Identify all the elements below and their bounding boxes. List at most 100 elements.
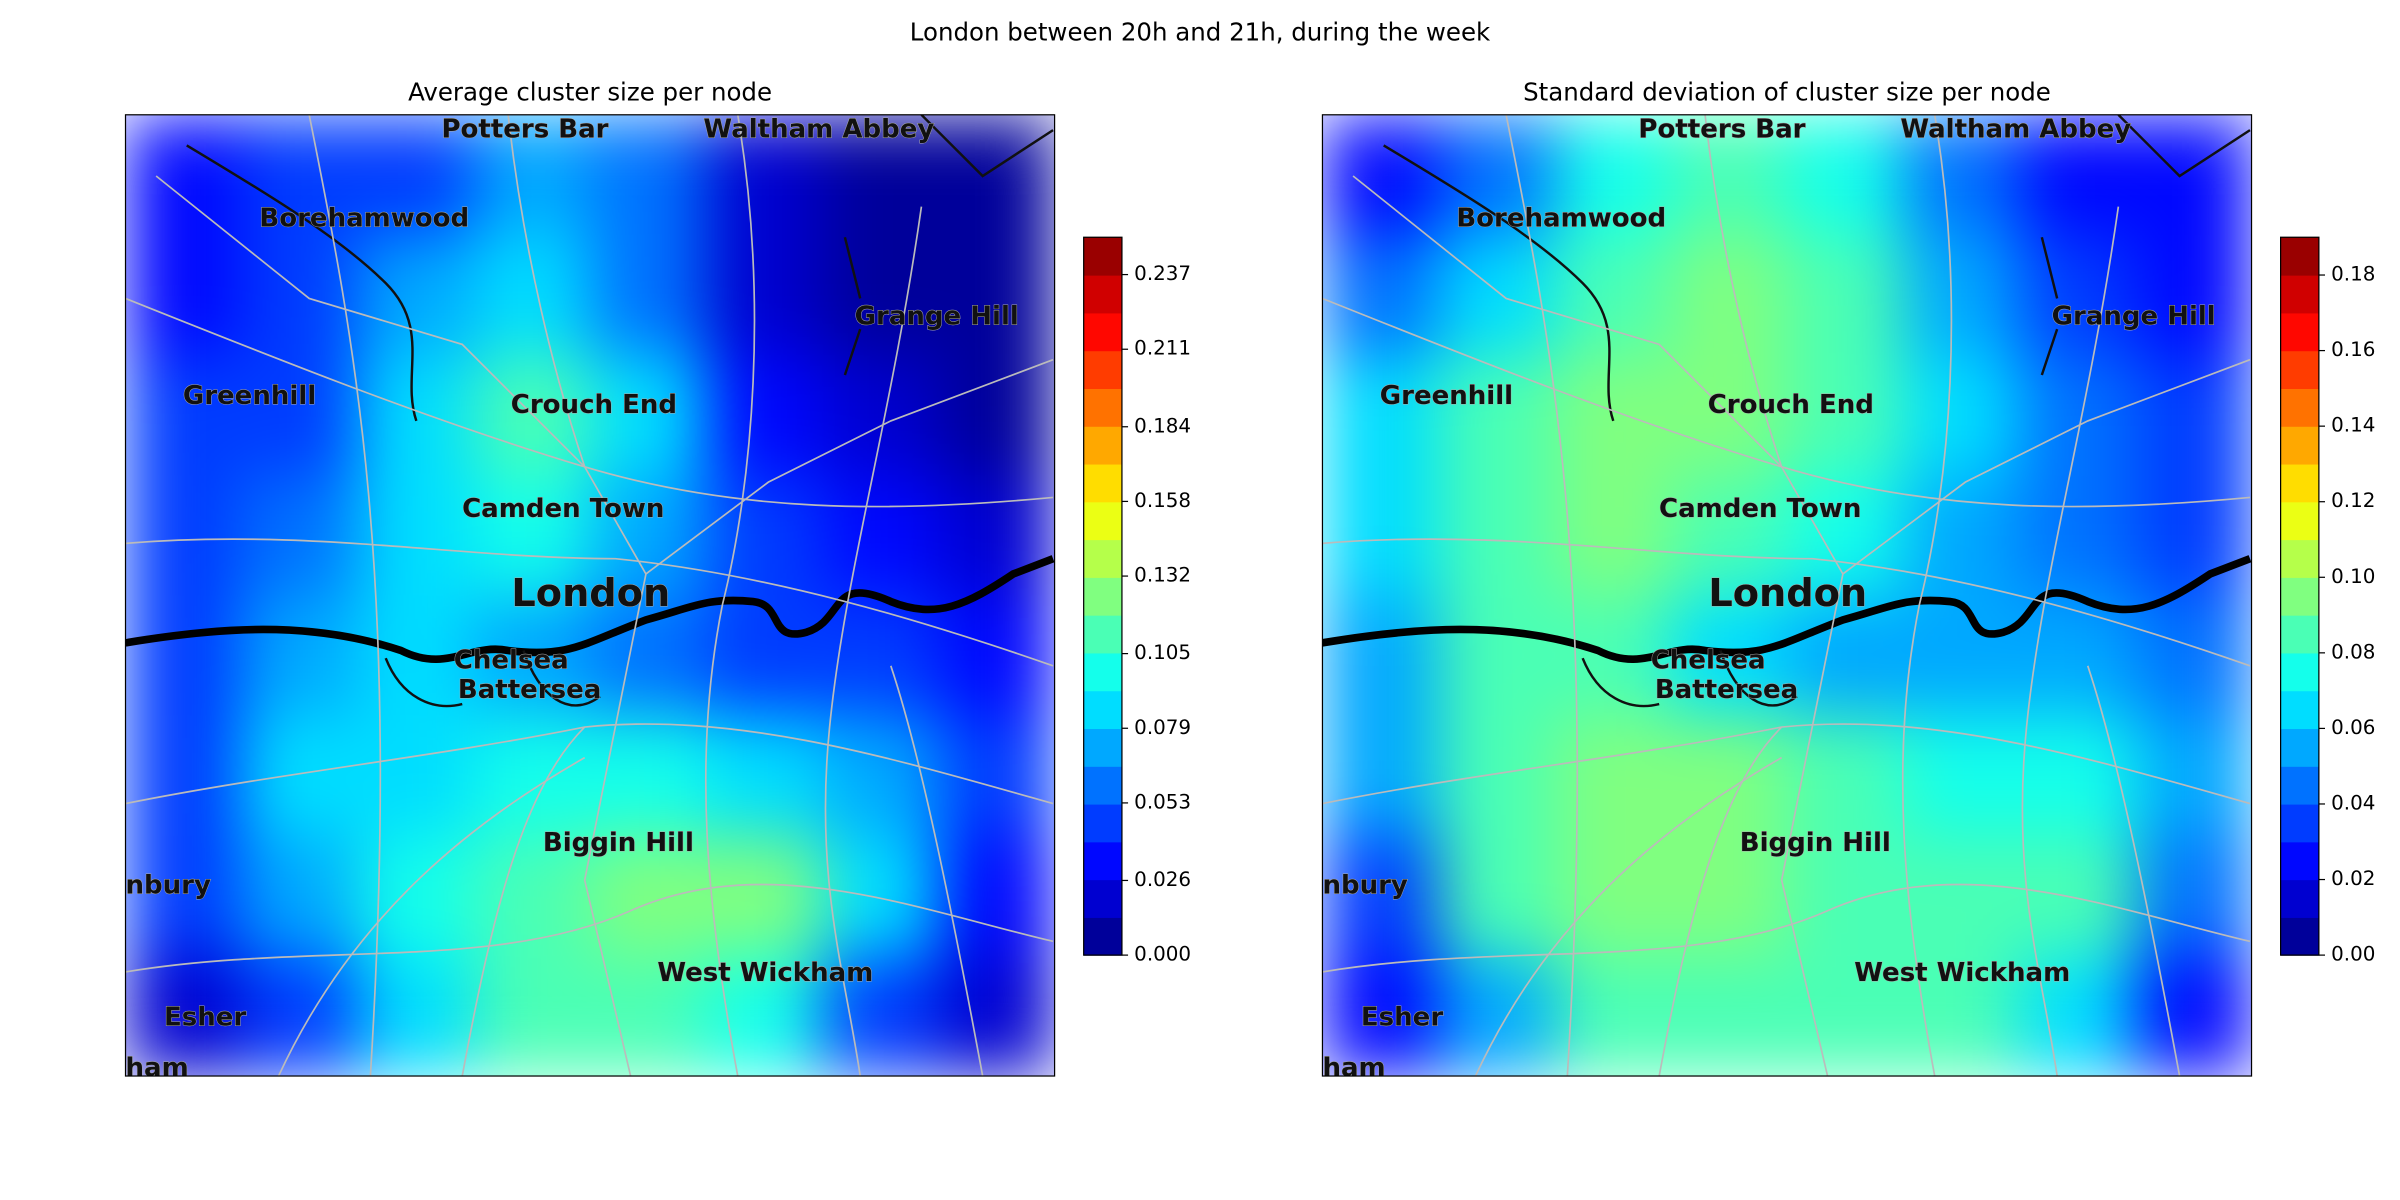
place-label: Crouch End <box>511 390 677 420</box>
colorbar-band <box>2280 501 2319 541</box>
heat-cell <box>1322 595 1440 717</box>
place-label: Waltham Abbey <box>1900 115 2131 145</box>
colorbar-band <box>1083 917 1122 956</box>
place-label: Grange Hill <box>2052 301 2216 331</box>
colorbar-frame <box>1083 236 1123 956</box>
map-frame <box>124 114 1056 1077</box>
heat-cell <box>1786 234 1904 356</box>
place-label: Esher <box>164 1002 246 1032</box>
heat-cell <box>357 955 475 1077</box>
heat-cell <box>241 355 359 477</box>
colorbar-band <box>2280 237 2319 276</box>
colorbar-tick-label: 0.00 <box>2331 943 2375 966</box>
colorbar-tick-label: 0.132 <box>1134 564 1191 587</box>
colorbar-band <box>1083 388 1122 427</box>
colorbar-tick-label: 0.000 <box>1134 943 1191 966</box>
heat-cell <box>1322 475 1440 597</box>
colorbar-tick-label: 0.10 <box>2331 565 2375 588</box>
colorbar-band <box>2280 652 2319 692</box>
heat-cell <box>590 475 707 597</box>
colorbar-band <box>2280 463 2319 503</box>
heat-cell <box>1670 114 1788 236</box>
heat-cell <box>2019 475 2137 597</box>
heat-cell <box>357 114 475 236</box>
heat-cell <box>1322 715 1440 837</box>
heat-cell <box>2135 955 2252 1077</box>
heat-cell <box>590 355 707 477</box>
heat-cell <box>1438 234 1556 356</box>
place-label: Greenhill <box>1380 381 1513 411</box>
heat-cell <box>706 715 824 837</box>
colorbar-band <box>1083 615 1122 654</box>
heat-cell <box>1786 355 1904 477</box>
colorbar-tick-label: 0.026 <box>1134 868 1191 891</box>
heat-cell <box>125 715 243 837</box>
heat-cell <box>1554 715 1672 837</box>
heat-cell <box>822 475 940 597</box>
heat-cell <box>125 595 243 717</box>
colorbar-band <box>2280 728 2319 767</box>
colorbar-band <box>2280 388 2319 427</box>
place-label: Biggin Hill <box>543 828 694 858</box>
colorbar-band <box>1083 463 1122 503</box>
heat-cell <box>1903 475 2021 597</box>
heat-cell <box>125 955 243 1077</box>
place-label: Chelsea <box>454 646 569 676</box>
colorbar-band <box>1083 690 1122 730</box>
colorbar-band <box>2280 766 2319 805</box>
place-label: Battersea <box>1655 675 1798 705</box>
colorbar-band <box>1083 803 1122 843</box>
place-label: London <box>511 571 670 616</box>
place-label: Esher <box>1361 1002 1443 1032</box>
heat-cell <box>590 715 707 837</box>
colorbar-band <box>2280 577 2319 616</box>
colorbar-band <box>1083 879 1122 918</box>
heat-cell <box>822 835 940 957</box>
colorbar-band <box>1083 350 1122 389</box>
colorbar-tick-label: 0.12 <box>2331 489 2375 512</box>
heat-cell <box>1786 715 1904 837</box>
heat-cell <box>1903 595 2021 717</box>
colorbar-band <box>2280 879 2319 918</box>
place-label: Biggin Hill <box>1740 828 1891 858</box>
colorbar-band <box>1083 841 1122 881</box>
heat-cell <box>938 234 1055 356</box>
heat-cell <box>1438 355 1556 477</box>
heat-cell <box>1322 835 1440 957</box>
heat-cell <box>706 355 824 477</box>
heat-cell <box>1554 355 1672 477</box>
colorbar-tick-label: 0.08 <box>2331 640 2375 663</box>
place-label: Camden Town <box>462 494 664 524</box>
place-label: Chelsea <box>1651 646 1766 676</box>
place-label: Borehamwood <box>259 203 469 233</box>
place-label: West Wickham <box>1854 958 2070 988</box>
colorbar-band <box>2280 615 2319 654</box>
heat-cell <box>1554 234 1672 356</box>
place-label: Camden Town <box>1659 494 1861 524</box>
place-label: Crouch End <box>1708 390 1874 420</box>
place-label: Greenhill <box>183 381 316 411</box>
place-label: London <box>1708 571 1867 616</box>
heat-cell <box>2135 595 2252 717</box>
heat-cell <box>1554 475 1672 597</box>
colorbar-band <box>1083 237 1122 276</box>
map: Potters Bar Waltham Abbey Borehamwood Grang… <box>1322 114 2252 1077</box>
heat-cell <box>125 234 243 356</box>
colorbar-band <box>2280 426 2319 465</box>
heat-cell <box>590 835 707 957</box>
heat-cell <box>590 955 707 1077</box>
heat-cell <box>2019 595 2137 717</box>
colorbar-band <box>1083 539 1122 578</box>
heat-cell <box>1786 955 1904 1077</box>
colorbar-tick-label: 0.237 <box>1134 262 1191 285</box>
colorbar-band <box>2280 275 2319 314</box>
heat-cell <box>125 114 243 236</box>
heat-cell <box>357 715 475 837</box>
heat-cell <box>1322 114 1440 236</box>
heat-cell <box>938 114 1055 236</box>
colorbar-tick-label: 0.053 <box>1134 790 1191 813</box>
colorbar-band <box>1083 766 1122 805</box>
colorbar-tick-label: 0.18 <box>2331 263 2375 286</box>
heat-cell <box>590 114 707 236</box>
